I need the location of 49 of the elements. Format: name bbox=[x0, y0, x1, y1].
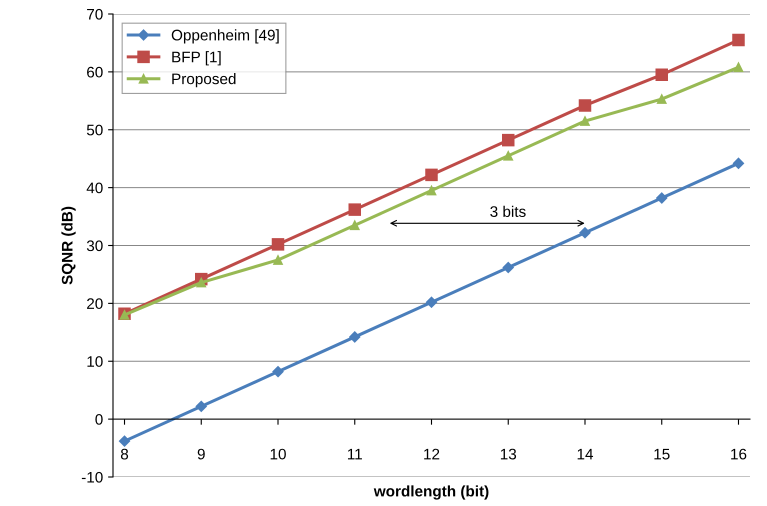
x-tick-label: 16 bbox=[731, 448, 746, 460]
x-tick-label: 10 bbox=[270, 448, 286, 460]
point bbox=[656, 192, 668, 204]
y-tick-label: 70 bbox=[87, 8, 103, 20]
point bbox=[196, 400, 207, 412]
x-tick-label: 15 bbox=[654, 448, 670, 460]
point bbox=[349, 331, 360, 343]
y-tick-label: -10 bbox=[82, 472, 103, 483]
legend-label: BFP [1] bbox=[172, 51, 221, 66]
point bbox=[502, 134, 514, 146]
x-tick-label: 14 bbox=[578, 448, 594, 460]
point bbox=[272, 238, 284, 251]
x-tick-label: 13 bbox=[500, 448, 516, 460]
y-tick-label: 0 bbox=[95, 414, 103, 425]
y-tick-label: 30 bbox=[86, 240, 103, 252]
y-tick-label: 40 bbox=[86, 182, 103, 194]
point bbox=[118, 436, 130, 447]
y-axis-title: SQNR (dB) bbox=[61, 206, 76, 285]
point bbox=[580, 116, 590, 126]
y-tick-label: 20 bbox=[87, 298, 103, 310]
point bbox=[502, 262, 514, 274]
x-tick-label: 9 bbox=[198, 448, 205, 460]
point bbox=[350, 220, 360, 230]
point bbox=[734, 62, 744, 72]
point bbox=[120, 310, 130, 320]
point bbox=[272, 366, 284, 378]
point bbox=[426, 186, 436, 196]
point bbox=[732, 34, 745, 46]
x-axis-title: wordlength (bit) bbox=[374, 485, 488, 500]
point bbox=[426, 296, 438, 308]
y-tick-label: 10 bbox=[87, 356, 103, 367]
point bbox=[655, 68, 668, 82]
y-tick-label: 50 bbox=[86, 124, 103, 136]
x-tick-label: 12 bbox=[424, 448, 440, 460]
legend-label: Proposed bbox=[172, 73, 236, 88]
point bbox=[732, 158, 744, 169]
point bbox=[273, 255, 283, 265]
point bbox=[348, 203, 362, 216]
annotation: 3 bits bbox=[490, 206, 526, 218]
y-tick-label: 60 bbox=[87, 66, 103, 78]
point bbox=[196, 278, 206, 288]
point bbox=[578, 99, 592, 112]
x-tick-label: 11 bbox=[348, 448, 362, 460]
point bbox=[425, 168, 438, 182]
point bbox=[503, 150, 514, 161]
point bbox=[579, 227, 591, 238]
legend-label: Oppenheim [49] bbox=[172, 29, 279, 44]
point bbox=[656, 94, 667, 104]
x-tick-label: 8 bbox=[120, 448, 128, 460]
